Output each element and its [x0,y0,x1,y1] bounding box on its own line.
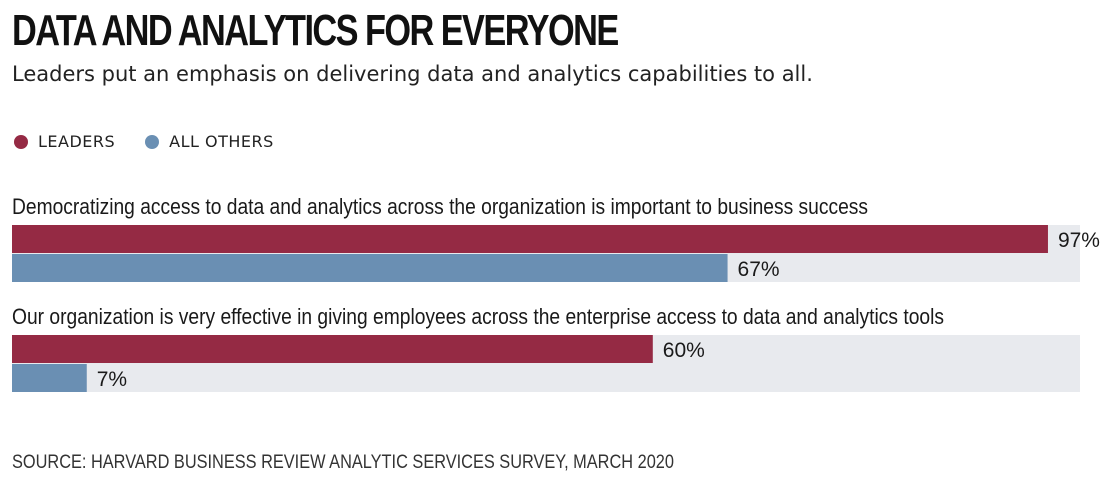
bar-leaders-1 [12,225,1048,253]
bar-leaders-2 [12,335,653,363]
legend-item-leaders: LEADERS [14,132,115,151]
legend-item-all-others: ALL OTHERS [145,132,274,151]
data-label-all-others-1: 67% [738,258,780,281]
category-label-2: Our organization is very effective in gi… [12,304,944,329]
bar-all-others-2 [12,364,87,392]
bar-all-others-1 [12,254,728,282]
legend-label-leaders: LEADERS [38,132,116,151]
category-label-1: Democratizing access to data and analyti… [12,194,868,219]
data-label-all-others-2: 7% [97,368,127,391]
legend-swatch-all-others [145,134,160,149]
data-label-leaders-1: 97% [1058,229,1100,252]
legend: LEADERS ALL OTHERS [14,132,274,151]
legend-label-all-others: ALL OTHERS [169,132,274,151]
data-label-leaders-2: 60% [663,339,705,362]
source-note: SOURCE: HARVARD BUSINESS REVIEW ANALYTIC… [12,452,674,473]
chart-title: DATA AND ANALYTICS FOR EVERYONE [12,6,619,55]
bar-chart: Democratizing access to data and analyti… [12,194,1100,392]
chart-subtitle: Leaders put an emphasis on delivering da… [12,62,813,86]
legend-swatch-leaders [14,134,28,149]
